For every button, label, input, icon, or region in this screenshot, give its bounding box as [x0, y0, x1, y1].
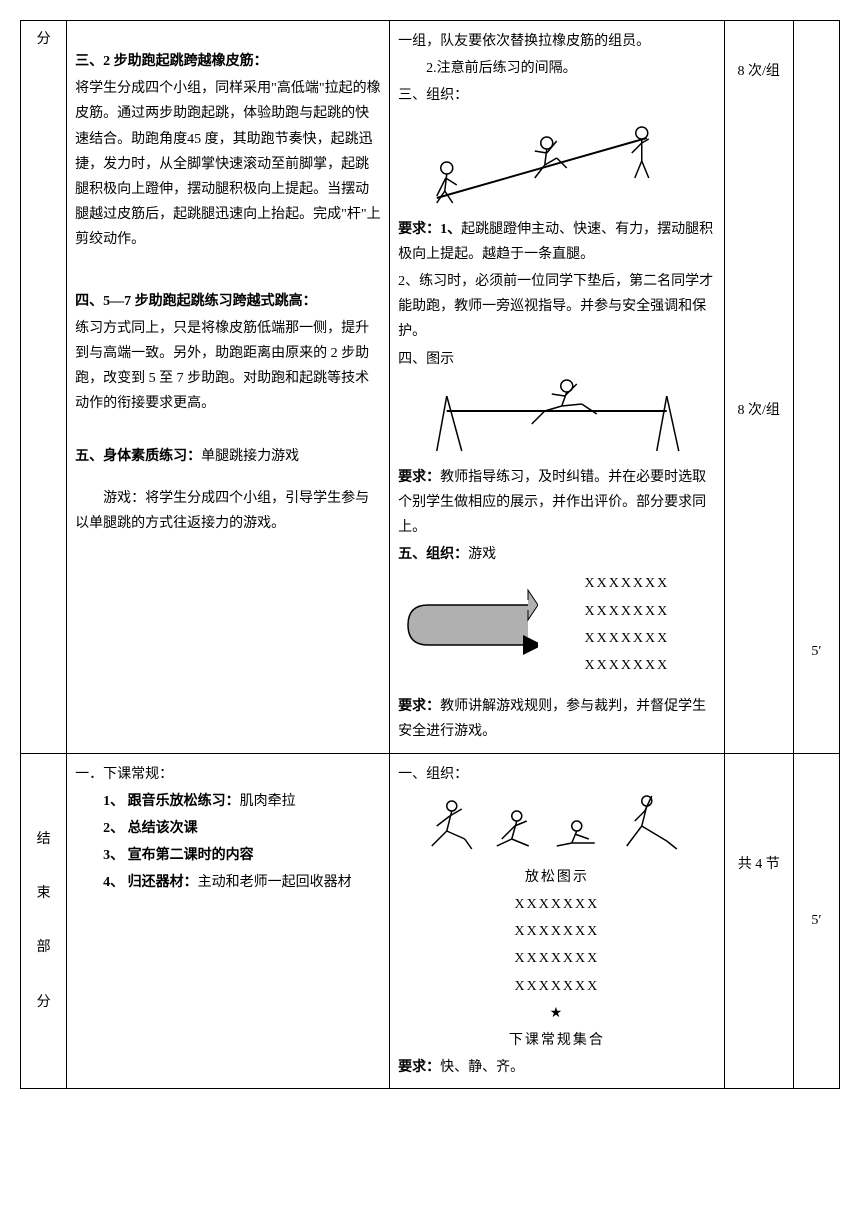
end-label-4: 分	[29, 990, 58, 1015]
end-section-label-cell: 结 束 部 分	[21, 753, 67, 1089]
req-3a-prefix: 要求：1、	[398, 222, 461, 237]
reps-cell: 8 次/组 8 次/组	[724, 21, 793, 754]
high-jump-diagram	[398, 376, 716, 461]
org-5: 五、组织：游戏	[398, 542, 716, 567]
lesson-plan-table: 分 三、2 步助跑起跳跨越橡皮筋： 将学生分成四个小组，同样采用"高低端"拉起的…	[20, 20, 840, 1089]
end-item-3: 3、 宣布第二课时的内容	[103, 843, 381, 868]
org-5-rest: 游戏	[468, 547, 496, 562]
end-formation-x2: XXXXXXX	[398, 919, 716, 944]
end-time: 5′	[802, 908, 831, 933]
stretch-diagram	[398, 791, 716, 861]
relay-game-diagram: XXXXXXX XXXXXXX XXXXXXX XXXXXXX	[398, 569, 716, 680]
section-label-cell: 分	[21, 21, 67, 754]
org-4-label: 四、图示	[398, 352, 454, 367]
paragraph-5: 游戏：将学生分成四个小组，引导学生参与以单腿跳的方式往返接力的游戏。	[75, 486, 381, 536]
end-label-1: 结	[29, 827, 58, 852]
end-item-4-prefix: 4、 归还器材：	[103, 875, 198, 890]
stretch-caption: 放松图示	[398, 865, 716, 890]
pre-text-1: 一组，队友要依次替换拉橡皮筋的组员。	[398, 29, 716, 54]
time-cell: 5′	[793, 21, 839, 754]
req-4: 要求：教师指导练习，及时纠错。并在必要时选取个别学生做相应的展示，并作出评价。部…	[398, 465, 716, 541]
formation-x3: XXXXXXX	[538, 626, 716, 651]
end-item-1-prefix: 1、 跟音乐放松练习：	[103, 794, 240, 809]
req-5-prefix: 要求：	[398, 699, 440, 714]
end-assembly-caption: 下课常规集合	[398, 1028, 716, 1053]
end-item-4-rest: 主动和老师一起回收器材	[198, 875, 352, 890]
formation-x1: XXXXXXX	[538, 571, 716, 596]
req-4-prefix: 要求：	[398, 470, 440, 485]
end-reps-cell: 共 4 节	[724, 753, 793, 1089]
end-organization-cell: 一、组织：	[390, 753, 725, 1089]
heading-3: 三、2 步助跑起跳跨越橡皮筋：	[75, 49, 381, 74]
end-time-cell: 5′	[793, 753, 839, 1089]
end-formation-x1: XXXXXXX	[398, 892, 716, 917]
end-item-1: 1、 跟音乐放松练习：肌肉牵拉	[103, 789, 381, 814]
end-org-label: 一、组织：	[398, 762, 716, 787]
end-item-1-rest: 肌肉牵拉	[240, 794, 296, 809]
end-item-4: 4、 归还器材：主动和老师一起回收器材	[103, 870, 381, 895]
org-3-label: 三、组织：	[398, 83, 716, 108]
end-reps: 共 4 节	[733, 852, 785, 877]
organization-cell: 一组，队友要依次替换拉橡皮筋的组员。 2.注意前后练习的间隔。 三、组织：	[390, 21, 725, 754]
end-req: 要求：快、静、齐。	[398, 1055, 716, 1080]
content-cell: 三、2 步助跑起跳跨越橡皮筋： 将学生分成四个小组，同样采用"高低端"拉起的橡皮…	[67, 21, 390, 754]
paragraph-4: 练习方式同上，只是将橡皮筋低端那一侧，提升到与高端一致。另外，助跑距离由原来的 …	[75, 316, 381, 417]
req-3b: 2、练习时，必须前一位同学下垫后，第二名同学才能助跑，教师一旁巡视指导。并参与安…	[398, 269, 716, 345]
end-heading: 一．下课常规：	[75, 762, 381, 787]
formation-x4: XXXXXXX	[538, 653, 716, 678]
section-label-fen: 分	[37, 32, 51, 47]
reps-b: 8 次/组	[733, 398, 785, 423]
heading-5: 五、身体素质练习：单腿跳接力游戏	[75, 444, 381, 469]
req-3a: 要求：1、起跳腿蹬伸主动、快速、有力，摆动腿积极向上提起。越趋于一条直腿。	[398, 217, 716, 267]
req-5: 要求：教师讲解游戏规则，参与裁判，并督促学生安全进行游戏。	[398, 694, 716, 744]
paragraph-3: 将学生分成四个小组，同样采用"高低端"拉起的橡皮筋。通过两步助跑起跳，体验助跑与…	[75, 76, 381, 252]
org-5-label: 五、组织：	[398, 547, 468, 562]
end-req-text: 快、静、齐。	[440, 1060, 524, 1075]
reps-a: 8 次/组	[733, 59, 785, 84]
formation-x2: XXXXXXX	[538, 599, 716, 624]
req-4-text: 教师指导练习，及时纠错。并在必要时选取个别学生做相应的展示，并作出评价。部分要求…	[398, 470, 706, 535]
end-formation-x4: XXXXXXX	[398, 974, 716, 999]
end-item-2: 2、 总结该次课	[103, 816, 381, 841]
end-star: ★	[398, 1001, 716, 1026]
heading-5-prefix: 五、身体素质练习：	[75, 449, 201, 464]
time-5min: 5′	[802, 639, 831, 664]
end-formation-x3: XXXXXXX	[398, 946, 716, 971]
end-req-prefix: 要求：	[398, 1060, 440, 1075]
end-label-3: 部	[29, 935, 58, 960]
heading-4: 四、5—7 步助跑起跳练习跨越式跳高：	[75, 289, 381, 314]
end-content-cell: 一．下课常规： 1、 跟音乐放松练习：肌肉牵拉 2、 总结该次课 3、 宣布第二…	[67, 753, 390, 1089]
req-5-text: 教师讲解游戏规则，参与裁判，并督促学生安全进行游戏。	[398, 699, 706, 739]
end-label-2: 束	[29, 881, 58, 906]
rope-jump-diagram	[398, 113, 716, 213]
pre-text-2: 2.注意前后练习的间隔。	[398, 56, 716, 81]
heading-5-rest: 单腿跳接力游戏	[201, 449, 299, 464]
main-section-row: 分 三、2 步助跑起跳跨越橡皮筋： 将学生分成四个小组，同样采用"高低端"拉起的…	[21, 21, 840, 754]
end-section-row: 结 束 部 分 一．下课常规： 1、 跟音乐放松练习：肌肉牵拉 2、 总结该次课…	[21, 753, 840, 1089]
